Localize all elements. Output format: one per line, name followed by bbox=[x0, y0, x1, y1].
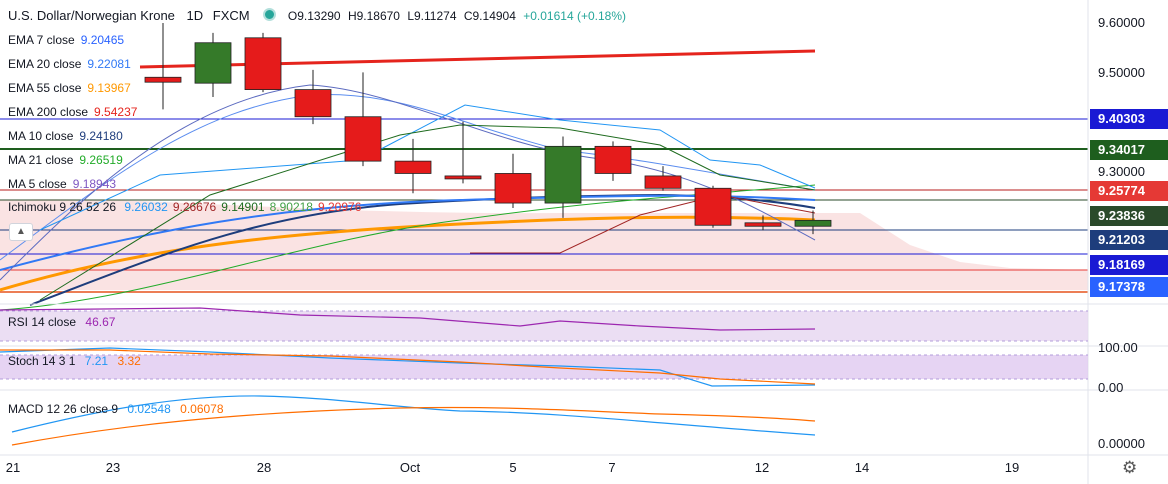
time-tick: 19 bbox=[1004, 460, 1020, 475]
legend-label: MA 10 close bbox=[8, 129, 74, 143]
legend-value: 9.20465 bbox=[80, 33, 125, 47]
candle-body bbox=[544, 145, 582, 204]
candle-body bbox=[194, 42, 232, 84]
market-status-icon bbox=[263, 8, 277, 21]
time-tick: 14 bbox=[854, 460, 870, 475]
time-tick: Oct bbox=[399, 460, 421, 475]
symbol-name[interactable]: U.S. Dollar/Norwegian Krone bbox=[8, 8, 175, 23]
legend-value: 9.13967 bbox=[87, 81, 131, 95]
candle-body bbox=[694, 187, 732, 226]
ohlc-open: O9.13290 bbox=[287, 9, 341, 23]
ichimoku-value: 8.90218 bbox=[269, 200, 313, 214]
legend-row[interactable]: MA 21 close 9.26519 bbox=[8, 153, 123, 167]
stoch-d-line bbox=[0, 349, 816, 385]
legend-value: 9.24180 bbox=[79, 129, 123, 143]
legend-row[interactable]: EMA 55 close 9.13967 bbox=[8, 81, 131, 95]
time-tick: 28 bbox=[256, 460, 272, 475]
candle-body bbox=[644, 175, 682, 189]
macd-signal-value: 0.06078 bbox=[180, 402, 224, 416]
legend-label: EMA 55 close bbox=[8, 81, 82, 95]
ichimoku-value: 9.20976 bbox=[317, 200, 362, 214]
ichimoku-value: 9.14901 bbox=[221, 200, 265, 214]
price-tick: 9.60000 bbox=[1098, 15, 1145, 30]
legend-value: 9.54237 bbox=[94, 105, 138, 119]
stoch-d-value: 3.32 bbox=[117, 354, 141, 368]
stoch-k-line bbox=[0, 347, 816, 387]
rsi-label: RSI 14 close bbox=[8, 315, 77, 329]
candle-body bbox=[444, 175, 482, 180]
price-tag: 9.40303 bbox=[1090, 109, 1168, 129]
candle-body bbox=[344, 116, 382, 162]
rsi-legend[interactable]: RSI 14 close 46.67 bbox=[8, 315, 115, 329]
ichimoku-value: 9.26032 bbox=[124, 200, 168, 214]
legend-label: EMA 7 close bbox=[8, 33, 75, 47]
stoch-axis-tick: 100.00 bbox=[1098, 340, 1138, 355]
candle-body bbox=[294, 89, 332, 118]
stoch-k-value: 7.21 bbox=[84, 354, 109, 368]
legend-row[interactable]: MA 10 close 9.24180 bbox=[8, 129, 123, 143]
price-tag: 9.34017 bbox=[1090, 140, 1168, 160]
chart-header: U.S. Dollar/Norwegian Krone 1D FXCM O9.1… bbox=[8, 8, 626, 23]
candle-body bbox=[244, 37, 282, 90]
candle-body bbox=[144, 76, 182, 83]
candle-body bbox=[794, 219, 832, 227]
price-tag: 9.23836 bbox=[1090, 206, 1168, 226]
ichimoku-label: Ichimoku 9 26 52 26 bbox=[8, 200, 117, 214]
candle-body bbox=[594, 145, 632, 174]
time-tick: 12 bbox=[754, 460, 770, 475]
time-tick: 21 bbox=[5, 460, 21, 475]
price-tick: 9.50000 bbox=[1098, 65, 1145, 80]
settings-gear-icon[interactable]: ⚙ bbox=[1122, 458, 1138, 477]
macd-label: MACD 12 26 close 9 bbox=[8, 402, 119, 416]
macd-line bbox=[11, 395, 816, 436]
candle-body bbox=[744, 222, 782, 227]
legend-value: 9.18943 bbox=[72, 177, 117, 191]
price-tag: 9.25774 bbox=[1090, 181, 1168, 201]
price-tag: 9.17378 bbox=[1090, 277, 1168, 297]
legend-row[interactable]: EMA 200 close 9.54237 bbox=[8, 105, 137, 119]
time-tick: 7 bbox=[608, 460, 616, 475]
legend-label: EMA 20 close bbox=[8, 57, 82, 71]
legend-value: 9.26519 bbox=[79, 153, 123, 167]
candle-body bbox=[494, 173, 532, 204]
price-tag: 9.21203 bbox=[1090, 230, 1168, 250]
collapse-legend-button[interactable]: ▲ bbox=[9, 223, 33, 241]
data-source: FXCM bbox=[212, 8, 250, 23]
legend-label: MA 5 close bbox=[8, 177, 67, 191]
candles-group bbox=[144, 23, 832, 235]
legend-row[interactable]: MA 5 close 9.18943 bbox=[8, 177, 116, 191]
macd-axis-tick: 0.00000 bbox=[1098, 436, 1145, 451]
time-tick: 23 bbox=[105, 460, 121, 475]
macd-value: 0.02548 bbox=[127, 402, 171, 416]
ichimoku-value: 9.26676 bbox=[172, 200, 217, 214]
interval[interactable]: 1D bbox=[186, 8, 204, 23]
price-tick: 9.30000 bbox=[1098, 164, 1145, 179]
legend-row[interactable]: EMA 7 close 9.20465 bbox=[8, 33, 124, 47]
ohlc-close: C9.14904 bbox=[463, 9, 516, 23]
candle-body bbox=[394, 160, 432, 174]
macd-signal-line bbox=[11, 406, 816, 446]
legend-label: MA 21 close bbox=[8, 153, 74, 167]
macd-legend[interactable]: MACD 12 26 close 9 0.02548 0.06078 bbox=[8, 402, 224, 416]
time-tick: 5 bbox=[509, 460, 517, 475]
stoch-axis-tick: 0.00 bbox=[1098, 380, 1124, 395]
price-tag: 9.18169 bbox=[1090, 255, 1168, 275]
legend-label: EMA 200 close bbox=[8, 105, 89, 119]
rsi-line bbox=[0, 307, 816, 331]
ichimoku-legend[interactable]: Ichimoku 9 26 52 26 9.26032 9.26676 9.1490… bbox=[8, 200, 361, 214]
ohlc-high: H9.18670 bbox=[347, 9, 400, 23]
ohlc-change: +0.01614 (+0.18%) bbox=[523, 9, 626, 23]
legend-row[interactable]: EMA 20 close 9.22081 bbox=[8, 57, 131, 71]
legend-value: 9.22081 bbox=[87, 57, 131, 71]
ohlc-low: L9.11274 bbox=[407, 9, 457, 23]
stoch-legend[interactable]: Stoch 14 3 1 7.21 3.32 bbox=[8, 354, 141, 368]
rsi-value: 46.67 bbox=[85, 315, 116, 329]
stoch-label: Stoch 14 3 1 bbox=[8, 354, 76, 368]
